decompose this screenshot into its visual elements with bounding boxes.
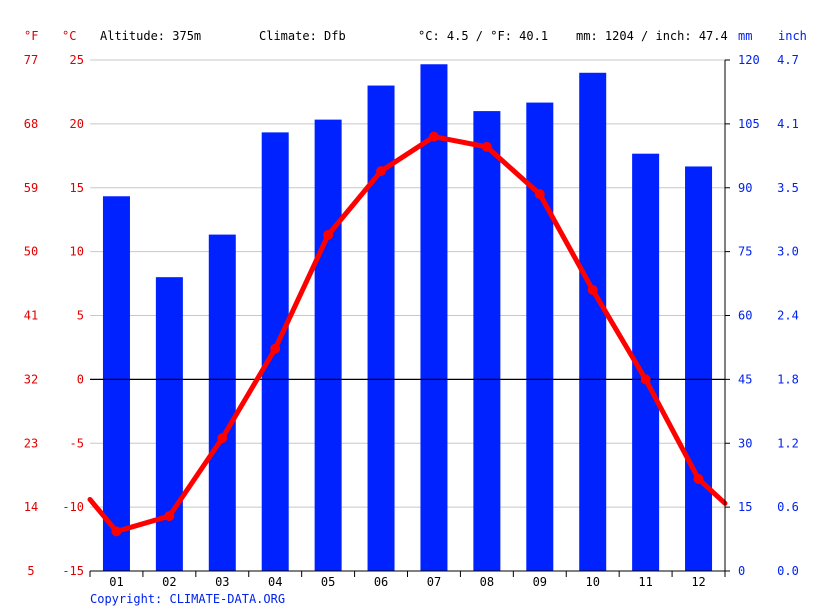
celsius-tick-label: 10 [70, 245, 84, 259]
temperature-point [640, 374, 651, 385]
precipitation-bar [579, 72, 607, 572]
fahrenheit-tick-label: 14 [24, 500, 38, 514]
inch-tick-label: 0.6 [777, 500, 799, 514]
month-tick-label: 10 [585, 575, 599, 589]
temperature-point [693, 474, 704, 485]
inch-tick-label: 1.8 [777, 372, 799, 386]
tick-labels: 5 -15 0 0.0 14 -10 15 0.6 23 -5 30 1.2 32 0 45 1.8 41 5 60… [24, 53, 799, 589]
precipitation-bar [208, 234, 236, 571]
month-tick-label: 11 [638, 575, 652, 589]
fahrenheit-tick-label: 68 [24, 117, 38, 131]
mm-tick-label: 15 [738, 500, 752, 514]
inch-tick-label: 4.1 [777, 117, 799, 131]
temperature-line [87, 131, 728, 537]
fahrenheit-tick-label: 41 [24, 309, 38, 323]
temperature-point [481, 141, 492, 152]
inch-unit-label: inch [778, 29, 807, 43]
altitude-label: Altitude: 375m [100, 29, 201, 43]
month-tick-label: 09 [533, 575, 547, 589]
celsius-tick-label: 25 [70, 53, 84, 67]
precipitation-bar [473, 111, 501, 571]
mm-unit-label: mm [738, 29, 752, 43]
mm-tick-label: 45 [738, 372, 752, 386]
precipitation-bars [102, 64, 713, 572]
precipitation-bar [314, 119, 342, 571]
mm-tick-label: 0 [738, 564, 745, 578]
celsius-unit-label: °C [62, 29, 76, 43]
fahrenheit-tick-label: 23 [24, 436, 38, 450]
mm-tick-label: 120 [738, 53, 760, 67]
average-temperature-label: °C: 4.5 / °F: 40.1 [418, 29, 548, 43]
fahrenheit-tick-label: 5 [27, 564, 34, 578]
fahrenheit-tick-label: 77 [24, 53, 38, 67]
celsius-tick-label: -10 [62, 500, 84, 514]
inch-tick-label: 3.5 [777, 181, 799, 195]
fahrenheit-unit-label: °F [24, 29, 38, 43]
grid-lines [90, 59, 725, 572]
inch-tick-label: 0.0 [777, 564, 799, 578]
precipitation-bar [102, 196, 130, 571]
inch-tick-label: 2.4 [777, 309, 799, 323]
month-tick-label: 07 [427, 575, 441, 589]
mm-tick-label: 105 [738, 117, 760, 131]
precipitation-bar [420, 64, 448, 571]
copyright-label: Copyright: CLIMATE-DATA.ORG [90, 592, 285, 606]
precipitation-bar [526, 102, 554, 571]
month-tick-label: 06 [374, 575, 388, 589]
fahrenheit-tick-label: 50 [24, 245, 38, 259]
month-tick-label: 02 [162, 575, 176, 589]
temperature-point [111, 526, 122, 537]
fahrenheit-tick-label: 59 [24, 181, 38, 195]
mm-tick-label: 30 [738, 436, 752, 450]
mm-tick-label: 75 [738, 245, 752, 259]
axes [89, 59, 730, 577]
temperature-point [428, 131, 439, 142]
celsius-tick-label: -15 [62, 564, 84, 578]
inch-tick-label: 4.7 [777, 53, 799, 67]
month-tick-label: 12 [691, 575, 705, 589]
celsius-tick-label: 0 [77, 372, 84, 386]
celsius-tick-label: 15 [70, 181, 84, 195]
mm-tick-label: 60 [738, 309, 752, 323]
mm-tick-label: 90 [738, 181, 752, 195]
precipitation-total-label: mm: 1204 / inch: 47.4 [576, 29, 728, 43]
fahrenheit-tick-label: 32 [24, 372, 38, 386]
inch-tick-label: 3.0 [777, 245, 799, 259]
month-tick-label: 05 [321, 575, 335, 589]
temperature-point [534, 189, 545, 200]
temperature-point [217, 433, 228, 444]
precipitation-bar [367, 85, 395, 572]
temperature-point [376, 166, 387, 177]
precipitation-bar [155, 277, 183, 571]
month-tick-label: 03 [215, 575, 229, 589]
inch-tick-label: 1.2 [777, 436, 799, 450]
month-tick-label: 08 [480, 575, 494, 589]
celsius-tick-label: -5 [70, 436, 84, 450]
temperature-point [587, 284, 598, 295]
temperature-point [164, 511, 175, 522]
temperature-line-path [87, 134, 728, 534]
temperature-point [270, 343, 281, 354]
climate-label: Climate: Dfb [259, 29, 346, 43]
temperature-point [323, 230, 334, 241]
month-tick-label: 01 [109, 575, 123, 589]
precipitation-bar [685, 166, 713, 572]
month-tick-label: 04 [268, 575, 282, 589]
celsius-tick-label: 5 [77, 309, 84, 323]
celsius-tick-label: 20 [70, 117, 84, 131]
